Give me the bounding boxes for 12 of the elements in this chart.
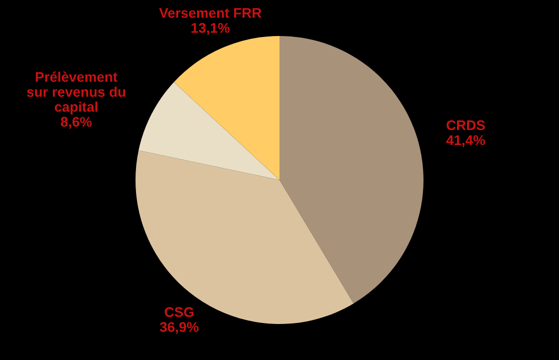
pie-slice [136, 150, 354, 324]
data-label: 41,4% [446, 135, 486, 148]
slice-label: CSG [164, 307, 194, 317]
pie-slice [174, 36, 280, 180]
data-label: 8,6% [60, 116, 92, 129]
slice-label: CRDS [446, 120, 485, 130]
pie-slice [280, 36, 424, 304]
data-label: 36,9% [160, 322, 199, 334]
slice-label: Prélèvement sur revenus du capital [26, 72, 126, 115]
data-label: 13,1% [192, 23, 230, 35]
pie-slice [138, 82, 280, 180]
slice-label: Versement FRR [159, 8, 262, 18]
